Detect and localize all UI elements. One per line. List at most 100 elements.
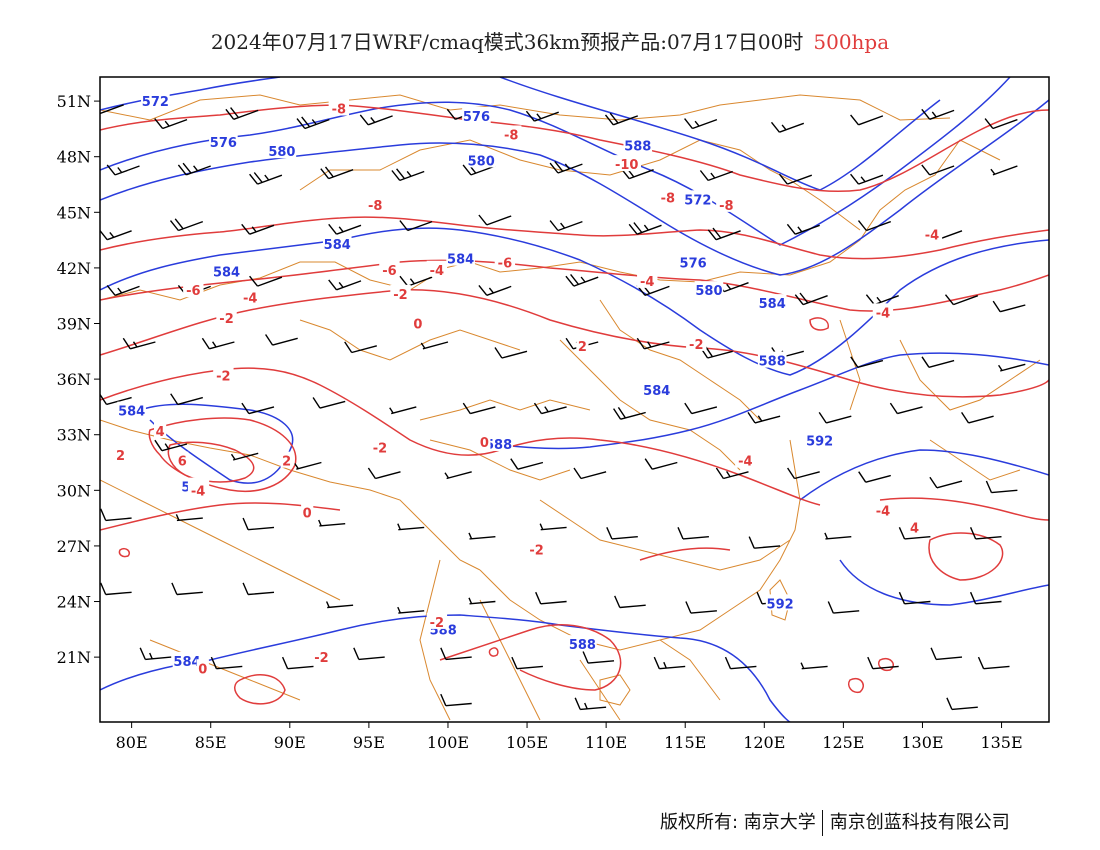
wind-barb (444, 471, 472, 480)
height-label-bg (683, 190, 713, 207)
wind-barb (510, 458, 544, 470)
y-tick-label: 45N (57, 203, 91, 222)
isotherm-4-ring (167, 441, 255, 483)
height-label-bg (765, 594, 795, 611)
wind-barb (889, 402, 923, 415)
temperature-label: -4 (925, 229, 939, 244)
temperature-label: -2 (373, 442, 387, 457)
temperature-label: -2 (314, 651, 328, 666)
wind-barb (397, 606, 425, 614)
y-axis-ticks: 51N 48N 45N 42N 39N 36N 33N 30N 27N 24N 21N (57, 92, 100, 667)
temperature-label: -2 (689, 338, 703, 353)
x-tick-label: 125E (822, 733, 864, 752)
wind-barb (359, 114, 393, 126)
wind-barb (685, 601, 717, 614)
wind-barb (944, 294, 979, 306)
wind-barb (748, 536, 781, 549)
temperature-label-bg (576, 336, 589, 353)
y-tick-label: 42N (57, 259, 91, 278)
height-label-bg (267, 142, 297, 159)
temperature-label-bg (196, 659, 209, 676)
temperature-label: -2 (430, 616, 444, 631)
wind-barb (525, 110, 559, 122)
wind-barb (249, 275, 283, 287)
wind-barb (391, 168, 425, 182)
wind-barb (399, 275, 433, 287)
temperature-label: 0 (480, 436, 489, 451)
isotherm-minus-6 (100, 216, 1049, 260)
tibet-southern-border (100, 419, 481, 571)
temperature-label-bg (369, 438, 391, 455)
wind-barb (606, 527, 638, 540)
wind-barb (778, 173, 813, 185)
contour-576 (100, 77, 1011, 246)
temperature-label-bg (411, 314, 425, 331)
wind-barb (281, 656, 314, 670)
temperature-label: -6 (186, 284, 200, 299)
height-label: 584 (213, 266, 240, 281)
isotherm-minus-8 (100, 104, 1049, 193)
x-tick-label: 95E (353, 733, 385, 752)
wind-barb (169, 218, 204, 232)
temperature-label: -4 (876, 505, 890, 520)
wind-barb (296, 116, 330, 130)
height-label: 588 (759, 355, 786, 370)
wind-barb (535, 591, 567, 605)
wind-barb (154, 118, 188, 130)
wind-barb (249, 172, 283, 185)
height-label: 584 (759, 297, 786, 312)
height-label-bg (446, 249, 475, 266)
y-tick-label: 27N (57, 537, 91, 556)
credit-left: 版权所有: 南京大学 (660, 812, 816, 833)
height-label: 572 (142, 95, 169, 110)
wind-barb (440, 693, 472, 707)
wind-barb (898, 591, 931, 605)
height-label-bg (117, 401, 146, 418)
x-tick-label: 100E (427, 733, 469, 752)
wind-barb (397, 523, 425, 531)
wind-barb (154, 439, 188, 452)
contour-588 (499, 352, 1049, 450)
isotherm-minus-2-south (439, 547, 731, 691)
wind-barb (399, 220, 433, 232)
wind-barb (984, 118, 1018, 130)
temperature-label-bg (216, 308, 237, 325)
x-tick-label: 120E (743, 733, 785, 752)
height-label: 580 (468, 154, 495, 169)
wind-barb (549, 220, 583, 232)
wind-barb (100, 582, 132, 596)
height-label-bg (805, 431, 834, 448)
korea-japan-lines (839, 319, 1041, 481)
temperature-contours (100, 104, 1049, 705)
credit-right: 南京创蓝科技有限公司 (829, 812, 1010, 833)
temperature-label-bg (921, 225, 943, 242)
wind-barb (549, 160, 583, 174)
wind-barb (644, 458, 678, 470)
wind-barb (636, 337, 670, 350)
temperature-label-bg (612, 155, 641, 172)
wind-barb (175, 514, 203, 522)
temperature-label-bg (526, 540, 547, 557)
wind-barb (468, 597, 496, 605)
temperature-label: 2 (578, 340, 587, 355)
temperature-label-bg (494, 253, 516, 270)
wind-barb (677, 527, 709, 540)
temperature-label-bg (328, 99, 350, 116)
wind-barb (318, 519, 346, 527)
height-label: 572 (684, 193, 711, 208)
wind-barb (353, 647, 385, 661)
contour-592 (799, 449, 1049, 606)
temperature-label: -6 (382, 264, 396, 279)
wind-barb (478, 284, 512, 296)
wind-barb (574, 697, 607, 711)
wind-barb (478, 214, 512, 226)
temperature-label-bg (426, 612, 448, 629)
temperature-label: 0 (198, 662, 207, 677)
small-red-loops (118, 317, 894, 705)
china-border-north (100, 139, 1001, 301)
height-label: 584 (447, 253, 474, 268)
wind-barb (786, 223, 820, 235)
temperature-label: -4 (640, 275, 654, 290)
temperature-label-bg (716, 195, 737, 212)
wind-barb (857, 220, 892, 232)
